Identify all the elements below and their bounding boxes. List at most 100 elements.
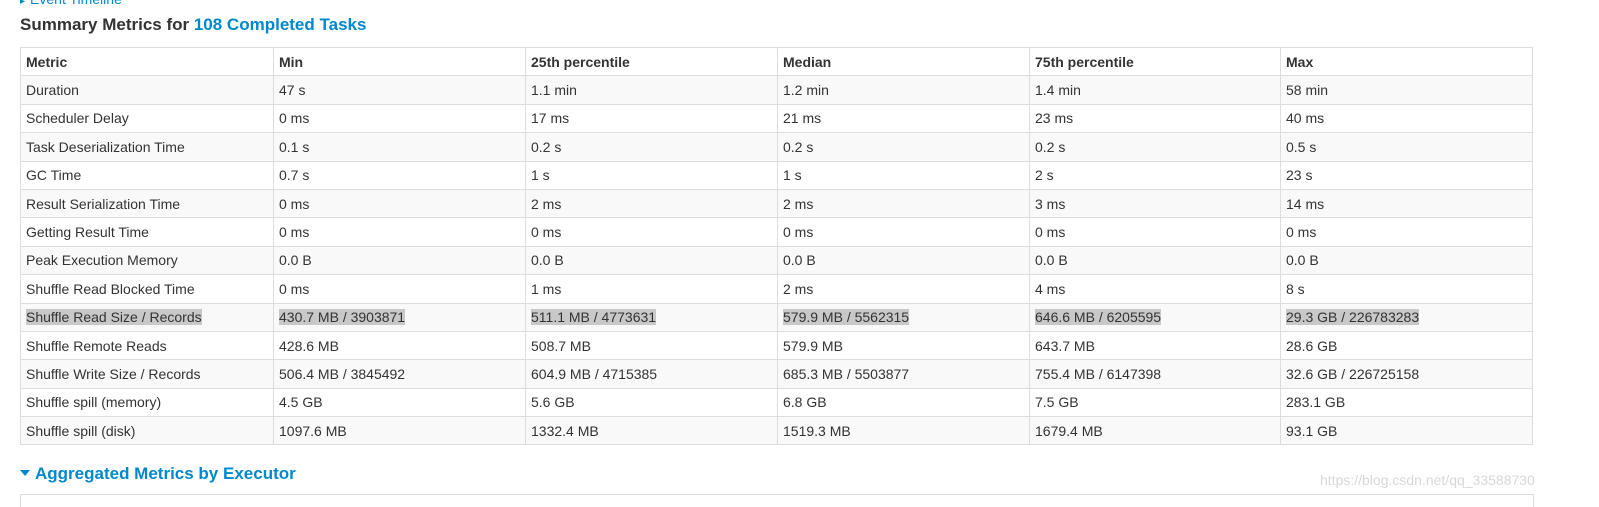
metric-value: 755.4 MB / 6147398 <box>1035 365 1162 382</box>
metric-value: 40 ms <box>1286 110 1325 127</box>
metric-value-cell: 0.0 B <box>1280 245 1533 276</box>
metric-value: 0.0 B <box>1286 252 1319 269</box>
metric-value: 2 s <box>1035 167 1054 184</box>
executor-table-top <box>20 494 1534 507</box>
metric-value: 0.1 s <box>279 138 310 155</box>
table-header-row: Metric Min 25th percentile Median 75th perce… <box>20 46 1533 77</box>
metric-value-cell: 4 ms <box>1029 274 1281 304</box>
metric-value: 5.6 GB <box>531 394 575 411</box>
metric-name: Shuffle Read Size / Records <box>26 309 202 326</box>
metric-name: Scheduler Delay <box>26 110 129 127</box>
metric-value-cell: 604.9 MB / 4715385 <box>525 359 778 389</box>
metric-value-cell: 0.0 B <box>777 245 1030 276</box>
metric-value-cell: 0.0 B <box>1029 245 1281 276</box>
metric-value-cell: 40 ms <box>1280 103 1533 134</box>
metric-value-cell: 1519.3 MB <box>777 416 1030 446</box>
event-timeline-label: Event Timeline <box>30 0 122 7</box>
metric-value: 1332.4 MB <box>531 422 599 439</box>
metric-value-cell: 1332.4 MB <box>525 416 778 446</box>
metric-value-cell: 0.0 B <box>273 245 526 276</box>
metric-value-cell: 428.6 MB <box>273 330 526 361</box>
column-header[interactable]: Median <box>777 46 1030 77</box>
metric-value: 8 s <box>1286 280 1305 297</box>
metric-value-cell: 0.2 s <box>525 132 778 162</box>
table-row: Shuffle Write Size / Records 506.4 MB / 3… <box>20 359 1533 389</box>
metric-value: 0.0 B <box>279 252 312 269</box>
metric-value-cell: 7.5 GB <box>1029 387 1281 418</box>
metric-value: 28.6 GB <box>1286 337 1338 354</box>
metric-value: 6.8 GB <box>783 394 827 411</box>
table-row: Duration 47 s 1.1 min 1.2 min 1.4 min 58 min <box>20 75 1533 105</box>
metric-value: 430.7 MB / 3903871 <box>279 309 406 326</box>
metric-name-cell: Task Deserialization Time <box>20 132 274 162</box>
metric-value: 0 ms <box>1286 224 1317 241</box>
metric-value-cell: 17 ms <box>525 103 778 134</box>
metric-value-cell: 47 s <box>273 75 526 105</box>
metric-value: 17 ms <box>531 110 570 127</box>
metric-value: 29.3 GB / 226783283 <box>1286 309 1420 326</box>
metric-value: 0 ms <box>279 224 310 241</box>
metric-value: 604.9 MB / 4715385 <box>531 365 658 382</box>
metric-value-cell: 28.6 GB <box>1280 330 1533 361</box>
table-row: Getting Result Time 0 ms 0 ms 0 ms 0 ms 0 ms <box>20 217 1533 247</box>
metric-value-cell: 755.4 MB / 6147398 <box>1029 359 1281 389</box>
table-body: Duration 47 s 1.1 min 1.2 min 1.4 min 58 min S… <box>20 75 1533 446</box>
metric-value: 0.2 s <box>1035 138 1066 155</box>
table-row: Task Deserialization Time 0.1 s 0.2 s 0.2 s… <box>20 132 1533 162</box>
metric-value-cell: 643.7 MB <box>1029 330 1281 361</box>
column-header[interactable]: 25th percentile <box>525 46 778 77</box>
metric-name: Peak Execution Memory <box>26 252 178 269</box>
aggregated-metrics-toggle[interactable]: Aggregated Metrics by Executor <box>20 464 296 484</box>
watermark: https://blog.csdn.net/qq_33588730 <box>1320 472 1535 488</box>
metric-value: 2 ms <box>783 195 814 212</box>
metric-value-cell: 0.0 B <box>525 245 778 276</box>
metric-value-cell: 0 ms <box>273 274 526 304</box>
metric-value-cell: 0 ms <box>273 188 526 219</box>
metric-value: 0 ms <box>279 280 310 297</box>
metric-value: 0 ms <box>279 195 310 212</box>
metric-value-cell: 6.8 GB <box>777 387 1030 418</box>
metric-value: 23 s <box>1286 167 1313 184</box>
metric-value-cell: 0 ms <box>525 217 778 247</box>
metric-value: 643.7 MB <box>1035 337 1095 354</box>
metric-value: 1 s <box>783 167 802 184</box>
metric-value: 0.7 s <box>279 167 310 184</box>
summary-metrics-heading: Summary Metrics for 108 Completed Tasks <box>20 15 366 35</box>
column-header[interactable]: Max <box>1280 46 1533 77</box>
metric-name-cell: GC Time <box>20 160 274 190</box>
metric-value: 0 ms <box>783 224 814 241</box>
metric-value-cell: 1 s <box>525 160 778 190</box>
metric-value: 511.1 MB / 4773631 <box>531 309 657 326</box>
metric-value-cell: 2 ms <box>777 274 1030 304</box>
metric-value: 32.6 GB / 226725158 <box>1286 365 1420 382</box>
metric-value-cell: 4.5 GB <box>273 387 526 418</box>
column-header[interactable]: Min <box>273 46 526 77</box>
metric-name: Shuffle spill (memory) <box>26 394 162 411</box>
metric-value-cell: 0 ms <box>1280 217 1533 247</box>
metric-value: 0.2 s <box>531 138 562 155</box>
triangle-right-icon: ▸ <box>20 0 26 7</box>
metric-value-cell: 646.6 MB / 6205595 <box>1029 302 1281 332</box>
metric-value-cell: 21 ms <box>777 103 1030 134</box>
metric-value-cell: 14 ms <box>1280 188 1533 219</box>
metric-value: 58 min <box>1286 82 1329 99</box>
metric-value-cell: 511.1 MB / 4773631 <box>525 302 778 332</box>
summary-title-prefix: Summary Metrics for <box>20 15 194 34</box>
table-row: Shuffle spill (disk) 1097.6 MB 1332.4 MB 15… <box>20 416 1533 446</box>
metric-value: 4.5 GB <box>279 394 323 411</box>
metric-value-cell: 0.2 s <box>777 132 1030 162</box>
event-timeline-link[interactable]: ▸ Event Timeline <box>20 0 122 7</box>
completed-tasks-link[interactable]: 108 Completed Tasks <box>193 15 367 34</box>
metric-value-cell: 32.6 GB / 226725158 <box>1280 359 1533 389</box>
metric-name-cell: Shuffle spill (memory) <box>20 387 274 418</box>
metric-value: 1679.4 MB <box>1035 422 1103 439</box>
table-row: Shuffle Remote Reads 428.6 MB 508.7 MB 579.… <box>20 330 1533 361</box>
metric-value-cell: 0 ms <box>273 103 526 134</box>
metric-value-cell: 2 s <box>1029 160 1281 190</box>
metric-name: Getting Result Time <box>26 224 149 241</box>
column-header[interactable]: 75th percentile <box>1029 46 1281 77</box>
metric-value: 0 ms <box>279 110 310 127</box>
metric-value: 93.1 GB <box>1286 422 1338 439</box>
column-header[interactable]: Metric <box>20 46 274 77</box>
metric-value: 23 ms <box>1035 110 1074 127</box>
